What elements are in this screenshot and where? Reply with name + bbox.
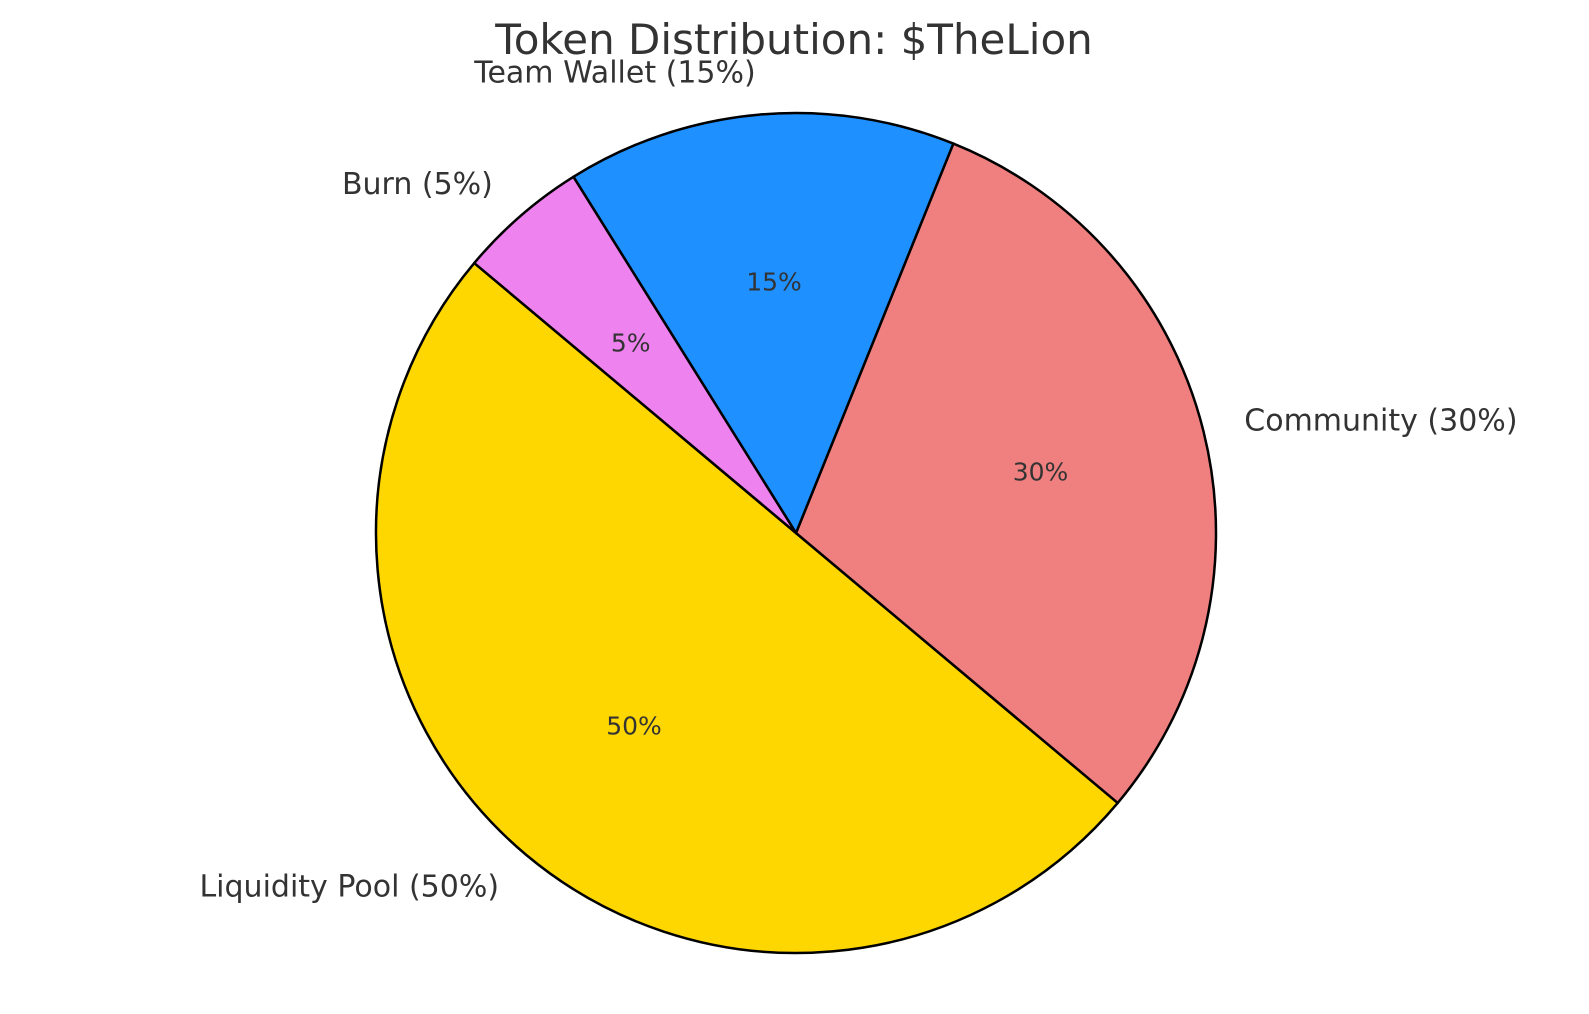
percentage-labels: 50% 30% 15% 5%	[606, 267, 1068, 740]
pct-label-liquidity-pool: 50%	[606, 712, 662, 741]
label-burn: Burn (5%)	[342, 167, 493, 202]
chart-title: Token Distribution: $TheLion	[494, 15, 1093, 64]
label-team-wallet: Team Wallet (15%)	[473, 55, 755, 90]
pie-slices	[374, 111, 1218, 955]
label-liquidity-pool: Liquidity Pool (50%)	[199, 869, 499, 904]
pct-label-burn: 5%	[611, 328, 651, 357]
slice-labels: Liquidity Pool (50%) Community (30%) Team …	[199, 55, 1517, 904]
slice-team-wallet	[572, 111, 955, 535]
pct-label-team-wallet: 15%	[746, 267, 802, 296]
pct-label-community: 30%	[1013, 458, 1069, 487]
label-community: Community (30%)	[1244, 404, 1517, 439]
slice-community	[794, 142, 1218, 805]
slice-liquidity-pool	[374, 261, 1119, 955]
slice-burn	[473, 175, 798, 535]
